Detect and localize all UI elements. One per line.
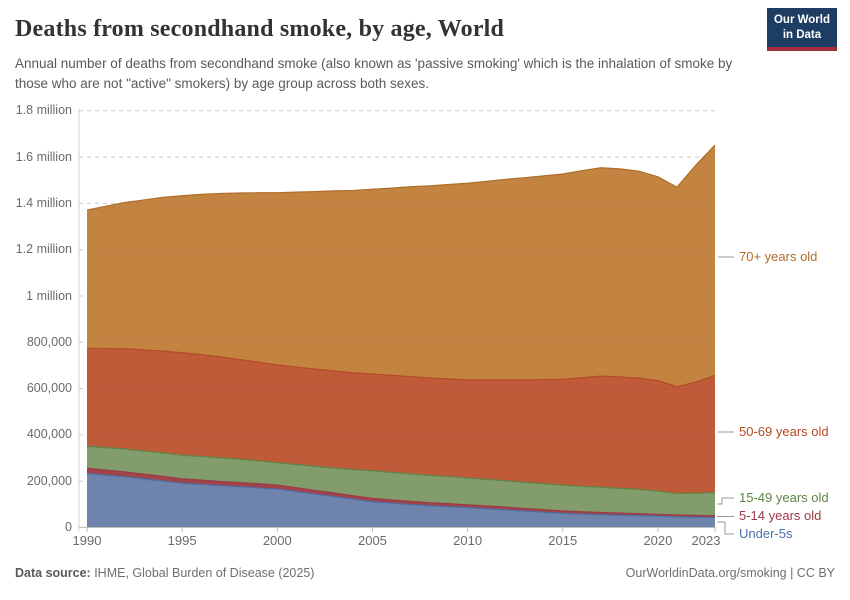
x-tick-label: 1995 (167, 533, 197, 548)
x-tick-label: 2010 (453, 533, 483, 548)
x-tick-label: 1990 (72, 533, 102, 548)
owid-logo[interactable]: Our World in Data (766, 8, 837, 51)
y-tick-label: 0 (65, 520, 72, 534)
y-tick-label: 600,000 (26, 381, 72, 396)
y-tick-label: 400,000 (26, 427, 72, 442)
legend-label-70-years-old[interactable]: 70+ years old (739, 249, 818, 264)
area-50-69-years-old[interactable] (87, 348, 715, 494)
x-tick-label: 2015 (548, 533, 578, 548)
credit-line[interactable]: OurWorldinData.org/smoking | CC BY (625, 566, 835, 580)
area-border-15-49-years-old (86, 445, 716, 495)
area-border-70-years-old (86, 144, 716, 211)
x-tick-label: 2005 (357, 533, 387, 548)
legend-connector (717, 497, 734, 505)
y-tick-label: 1.6 million (15, 149, 72, 164)
legend-label-5-14-years-old[interactable]: 5-14 years old (739, 508, 822, 523)
x-tick-label: 2023 (691, 533, 721, 548)
y-tick-label: 1.2 million (15, 242, 72, 257)
chart-footer: Data source: IHME, Global Burden of Dise… (15, 566, 835, 580)
x-tick-label: 2000 (262, 533, 292, 548)
area-border-5-14-years-old (86, 467, 716, 517)
area-70-years-old[interactable] (87, 145, 715, 387)
data-source-label: Data source: (15, 566, 91, 580)
legend-label-under-5s[interactable]: Under-5s (739, 526, 793, 541)
area-border-under-5s (86, 472, 716, 519)
area-border-50-69-years-old (86, 347, 716, 388)
data-source: Data source: IHME, Global Burden of Dise… (15, 566, 314, 580)
legend-label-15-49-years-old[interactable]: 15-49 years old (739, 490, 829, 505)
y-tick-label: 800,000 (26, 334, 72, 349)
owid-logo-line2: in Data (782, 28, 822, 41)
legend-label-50-69-years-old[interactable]: 50-69 years old (739, 424, 829, 439)
legend-connector (717, 521, 734, 535)
y-tick-label: 1 million (26, 288, 72, 303)
x-tick-label: 2020 (643, 533, 673, 548)
y-tick-label: 200,000 (26, 473, 72, 488)
area-15-49-years-old[interactable] (87, 446, 715, 516)
chart-subtitle: Annual number of deaths from secondhand … (15, 56, 733, 92)
y-tick-label: 1.4 million (15, 195, 72, 210)
page-title: Deaths from secondhand smoke, by age, Wo… (15, 16, 505, 42)
owid-logo-line1: Our World (773, 14, 830, 26)
data-source-value: IHME, Global Burden of Disease (2025) (90, 566, 315, 580)
area-under-5s[interactable] (87, 473, 715, 528)
y-tick-label: 1.8 million (15, 103, 72, 118)
